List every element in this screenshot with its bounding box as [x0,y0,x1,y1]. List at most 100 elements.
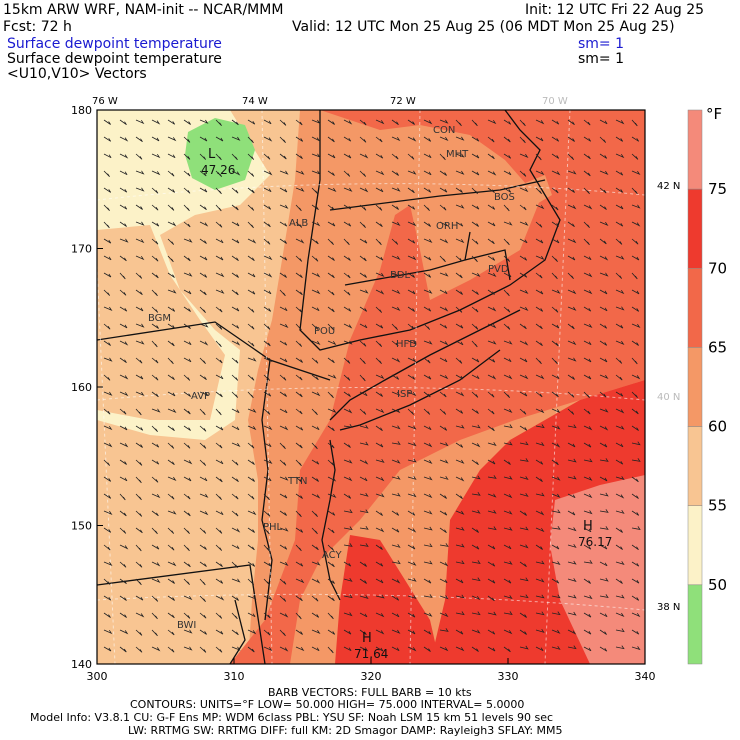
wind-barb [631,493,639,499]
wind-barb [167,221,177,227]
wind-barb [215,119,222,126]
wind-barb [519,204,527,211]
wind-barb [103,629,113,635]
wind-barb [551,578,560,584]
wind-barb [311,306,320,312]
barb-info: BARB VECTORS: FULL BARB = 10 kts [268,686,472,699]
wind-barb [407,527,417,533]
wind-barb [151,187,159,194]
wind-barb [231,527,241,533]
wind-barb [327,459,335,466]
wind-barb [359,255,367,262]
high-value: 76.17 [578,535,612,549]
wind-barb [551,204,559,211]
wind-barb [231,391,239,398]
wind-barb [167,459,175,466]
wind-barb [599,306,608,312]
colorbar-label: 55 [708,497,727,515]
wind-barb [583,559,593,564]
wind-barb [343,423,353,428]
station-label: AVP [191,391,210,402]
wind-barb [439,119,449,124]
wind-barb [343,459,353,464]
wind-barb [583,323,593,328]
wind-barb [583,187,590,195]
wind-barb [391,408,401,414]
wind-barb [327,493,337,498]
wind-barb [103,391,113,396]
wind-barb [199,323,209,328]
wind-barb [103,289,111,296]
wind-barb [279,578,287,585]
wind-barb [551,323,560,329]
wind-barb [263,391,272,397]
wind-barb [359,323,368,329]
wind-barb [375,476,385,482]
station-label: BGM [148,313,171,324]
wind-barb [215,136,224,142]
wind-barb [487,475,497,479]
wind-barb [263,119,272,125]
wind-barb [359,476,368,482]
wind-barb [231,272,239,278]
wind-barb [151,646,161,652]
wind-barb [631,425,639,431]
wind-barb [439,221,448,227]
wind-barb [343,646,352,652]
wind-barb [359,221,366,228]
wind-barb [615,340,625,345]
lon-label: 76 W [92,96,118,107]
wind-barb [551,170,561,176]
wind-barb [263,612,271,619]
wind-barb [439,543,449,547]
wind-barb [423,170,432,176]
wind-barb [535,323,543,330]
wind-barb [615,289,625,295]
wind-barb [247,357,257,362]
wind-barb [615,391,624,397]
wind-barb [183,561,191,568]
station-label: PVD [488,264,509,275]
wind-barb [503,510,513,515]
field3-name: <U10,V10> Vectors [7,66,147,82]
wind-barb [199,527,207,534]
wind-barb [295,153,303,160]
wind-barb [631,170,641,175]
wind-barb [295,187,305,192]
wind-barb [247,323,255,330]
wind-barb [279,425,289,431]
wind-barb [567,153,575,160]
wind-barb [151,629,158,637]
wind-barb [199,289,207,296]
wind-barb [487,289,495,295]
wind-barb [631,340,639,346]
wind-barb [279,221,288,227]
wind-barb [183,136,191,143]
wind-barb [407,646,417,652]
wind-barb [519,612,527,618]
wind-barb [583,340,592,346]
wind-barb [183,425,191,431]
wind-barb [151,306,159,313]
wind-barb [167,510,177,515]
wind-barb [455,526,465,531]
wind-barb [151,119,161,125]
wind-barb [359,187,369,193]
wind-barb [247,612,256,618]
wind-barb [391,204,399,210]
wind-barb [247,544,255,551]
wind-barb [567,510,576,516]
wind-barb [311,476,319,482]
station-label: BWI [177,620,196,631]
wind-barb [535,527,545,533]
lon-label: 70 W [542,96,568,107]
wind-barb [231,170,241,176]
wind-barb [151,595,159,602]
wind-barb [135,612,145,618]
wind-barb [199,374,207,381]
wind-barb [407,255,417,261]
wind-barb [167,340,175,347]
wind-barb [471,204,480,210]
wind-barb [471,153,480,159]
wind-barb [199,612,207,619]
